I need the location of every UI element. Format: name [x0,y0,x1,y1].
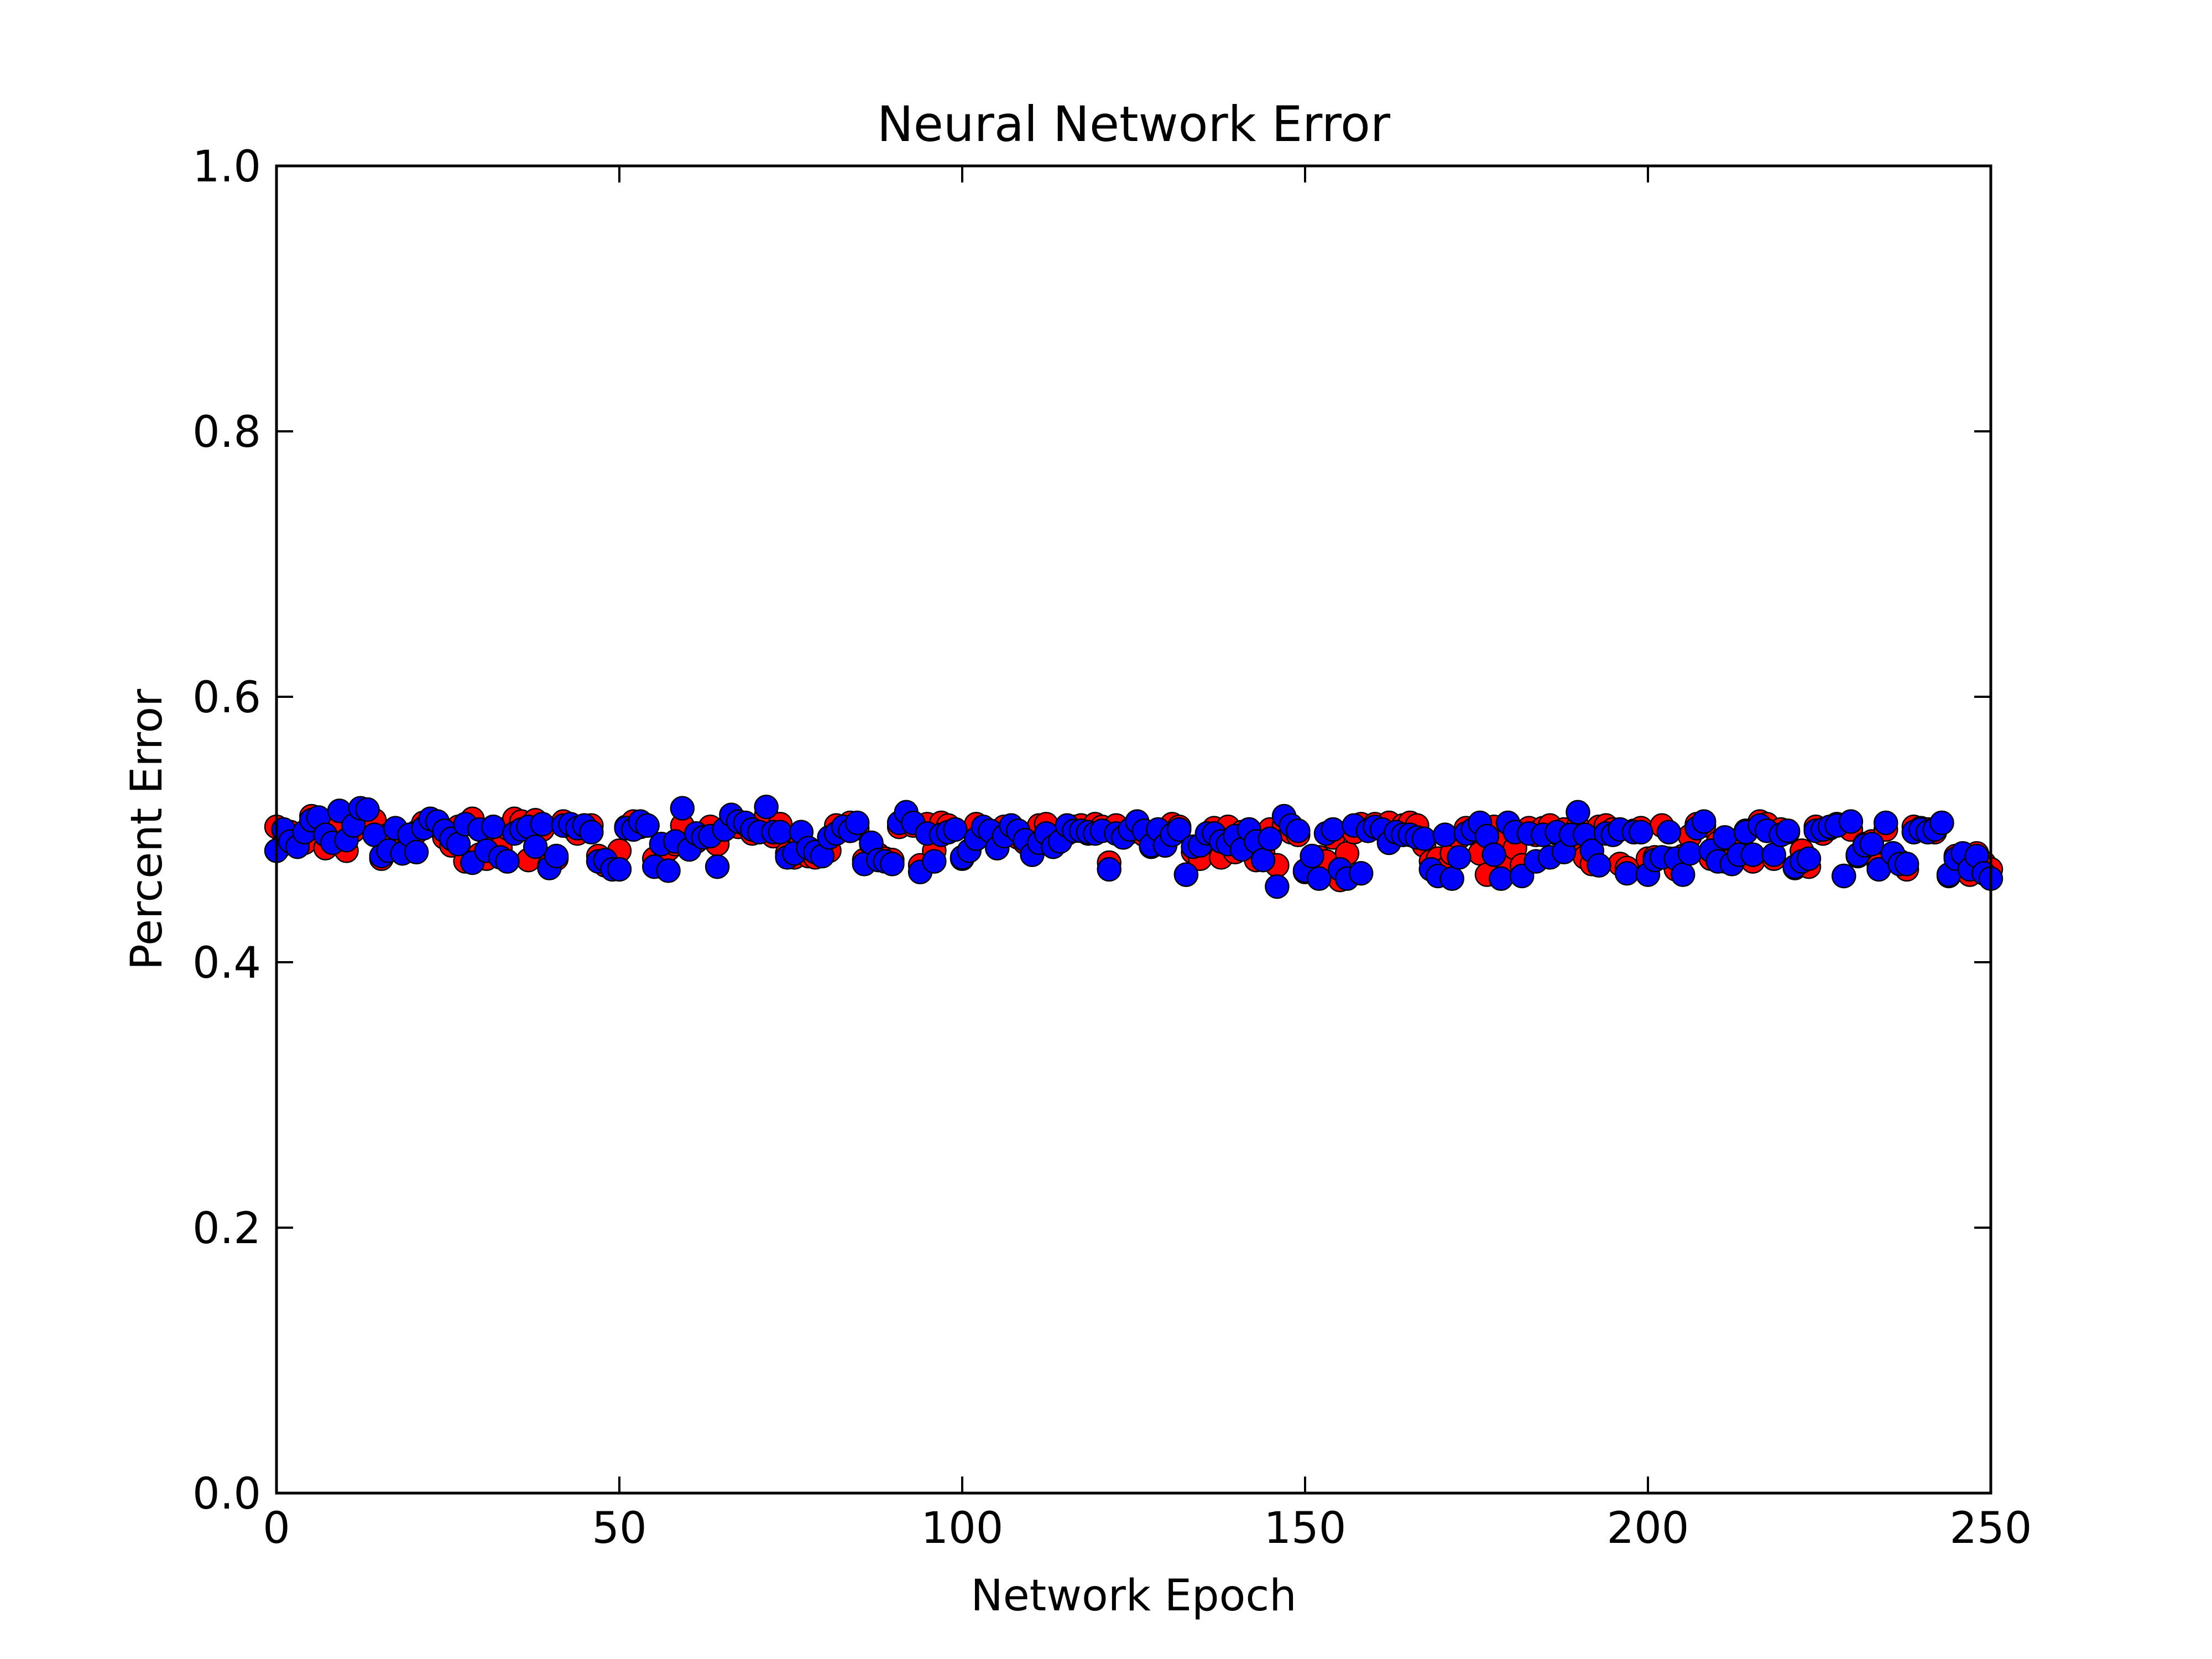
x-tick-label: 150 [1264,1504,1347,1553]
data-point-series-2 [1286,818,1311,843]
x-axis-label: Network Epoch [971,1571,1296,1621]
data-point-series-2 [705,854,730,879]
data-point-series-2 [1321,817,1345,842]
data-point-series-2 [768,820,793,845]
data-point-series-2 [844,810,870,836]
data-point-series-2 [1691,809,1717,834]
data-point-series-2 [523,834,548,859]
y-tick-label: 1.0 [192,142,261,192]
data-point-series-2 [1656,820,1682,845]
data-point-series-2 [1258,826,1282,852]
data-point-series-2 [1614,860,1640,886]
y-tick-label: 0.2 [192,1204,261,1254]
data-point-series-2 [1173,862,1199,887]
data-point-series-2 [1250,847,1276,873]
y-tick-label: 0.6 [192,673,261,723]
data-point-series-2 [656,858,681,883]
data-point-series-2 [635,813,660,838]
data-point-series-2 [1097,857,1121,882]
data-point-series-2 [1838,809,1864,834]
chart-title: Neural Network Error [877,96,1391,153]
data-point-series-2 [880,852,905,877]
data-point-series-2 [1894,852,1919,877]
data-point-series-2 [1832,863,1856,889]
data-point-series-2 [1307,866,1332,891]
data-points [264,794,2004,899]
data-point-series-2 [1629,820,1653,845]
x-tick-label: 50 [592,1504,646,1553]
data-point-series-2 [1348,860,1374,886]
data-point-series-2 [544,843,569,869]
data-point-series-2 [1929,810,1954,836]
y-axis-label: Percent Error [122,688,172,970]
y-tick-label: 0.0 [192,1469,261,1519]
data-point-series-2 [1775,818,1801,843]
data-point-series-2 [1677,841,1703,866]
data-point-series-2 [922,849,947,874]
data-point-series-2 [1587,853,1611,878]
data-point-series-2 [943,817,968,842]
y-tick-label: 0.4 [192,938,261,988]
data-point-series-2 [1411,826,1437,852]
x-tick-label: 250 [1950,1504,2032,1553]
data-point-series-2 [1481,842,1506,867]
data-point-series-2 [1859,832,1885,857]
data-point-series-2 [1671,862,1695,887]
data-point-series-2 [1566,800,1590,825]
data-point-series-2 [1166,817,1192,842]
data-point-series-2 [1432,822,1458,847]
data-point-series-2 [1300,843,1324,869]
data-point-series-2 [1796,846,1822,872]
data-point-series-2 [1489,866,1514,891]
data-point-series-2 [530,812,555,837]
data-point-series-2 [1740,842,1766,867]
data-point-series-2 [579,820,604,845]
data-point-series-2 [1447,845,1472,870]
data-point-series-2 [1265,874,1290,899]
data-point-series-2 [607,857,632,882]
data-point-series-2 [404,839,429,865]
data-point-series-2 [1873,810,1898,836]
y-tick-label: 0.8 [192,408,261,457]
data-point-series-2 [754,794,779,820]
data-point-series-2 [355,797,380,822]
x-tick-label: 100 [921,1504,1004,1553]
x-tick-label: 0 [263,1504,290,1553]
data-point-series-2 [1439,866,1464,891]
data-point-series-2 [495,849,520,874]
data-point-series-2 [481,814,506,839]
data-point-series-2 [670,796,695,821]
x-tick-label: 200 [1607,1504,1689,1553]
plot-frame [275,164,1992,1495]
axis-ticks: 0 50 100 150 200 250 0.0 0.2 0.4 0.6 0.8 1.0 [192,142,2032,1553]
